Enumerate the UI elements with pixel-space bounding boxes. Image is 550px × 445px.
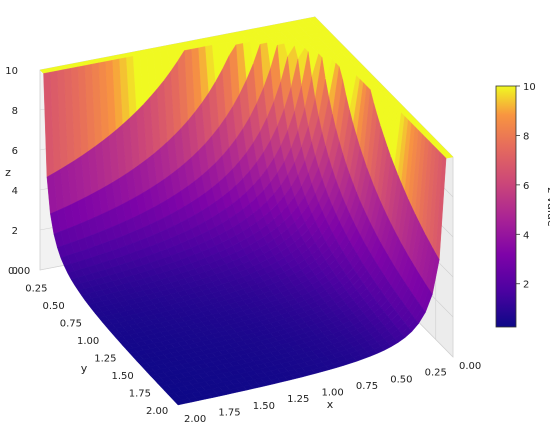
y-tick-label: 0.00 — [8, 266, 30, 277]
z-tick-label: 8 — [12, 106, 18, 117]
y-tick-label: 1.75 — [129, 389, 151, 400]
y-axis-label: y — [81, 362, 88, 375]
x-tick-label: 2.00 — [184, 414, 206, 425]
y-tick-label: 0.25 — [25, 284, 47, 295]
y-tick-label: 1.25 — [94, 354, 116, 365]
z-tick-label: 0 — [12, 266, 18, 277]
colorbar-label: z value — [545, 187, 550, 227]
axis-ticks: 0.00 0.25 0.50 0.75 1.00 1.25 1.50 1.75 2.00 0.00… — [5, 66, 481, 425]
x-tick-label: 0.25 — [425, 368, 447, 379]
x-tick-label: 1.25 — [287, 394, 309, 405]
colorbar-tick-label: 10 — [523, 82, 536, 93]
z-tick-label: 2 — [12, 226, 18, 237]
y-tick-label: 1.50 — [112, 371, 134, 382]
x-tick-label: 1.00 — [322, 388, 344, 399]
x-tick-label: 1.75 — [218, 407, 240, 418]
z-axis-label: z — [5, 166, 11, 179]
colorbar-tick-label: 8 — [523, 131, 529, 142]
colorbar-tick-label: 6 — [523, 181, 529, 192]
z-tick-label: 6 — [12, 146, 18, 157]
x-tick-label: 0.00 — [459, 361, 481, 372]
z-tick-label: 4 — [12, 186, 18, 197]
y-tick-label: 0.50 — [43, 301, 65, 312]
surface-mesh — [39, 16, 454, 406]
x-axis-label: x — [327, 398, 334, 411]
y-tick-label: 2.00 — [146, 406, 168, 417]
colorbar-tick-label: 2 — [523, 280, 529, 291]
x-tick-label: 1.50 — [253, 401, 275, 412]
colorbar-gradient — [495, 85, 517, 328]
y-tick-label: 1.00 — [77, 336, 99, 347]
z-tick-label: 10 — [5, 66, 18, 77]
x-tick-label: 0.75 — [356, 381, 378, 392]
x-tick-label: 0.50 — [390, 374, 412, 385]
surface-cell — [174, 399, 186, 406]
colorbar: 2 4 6 8 10 z value — [495, 82, 550, 328]
y-tick-label: 0.75 — [60, 319, 82, 330]
colorbar-tick-label: 4 — [523, 230, 529, 241]
